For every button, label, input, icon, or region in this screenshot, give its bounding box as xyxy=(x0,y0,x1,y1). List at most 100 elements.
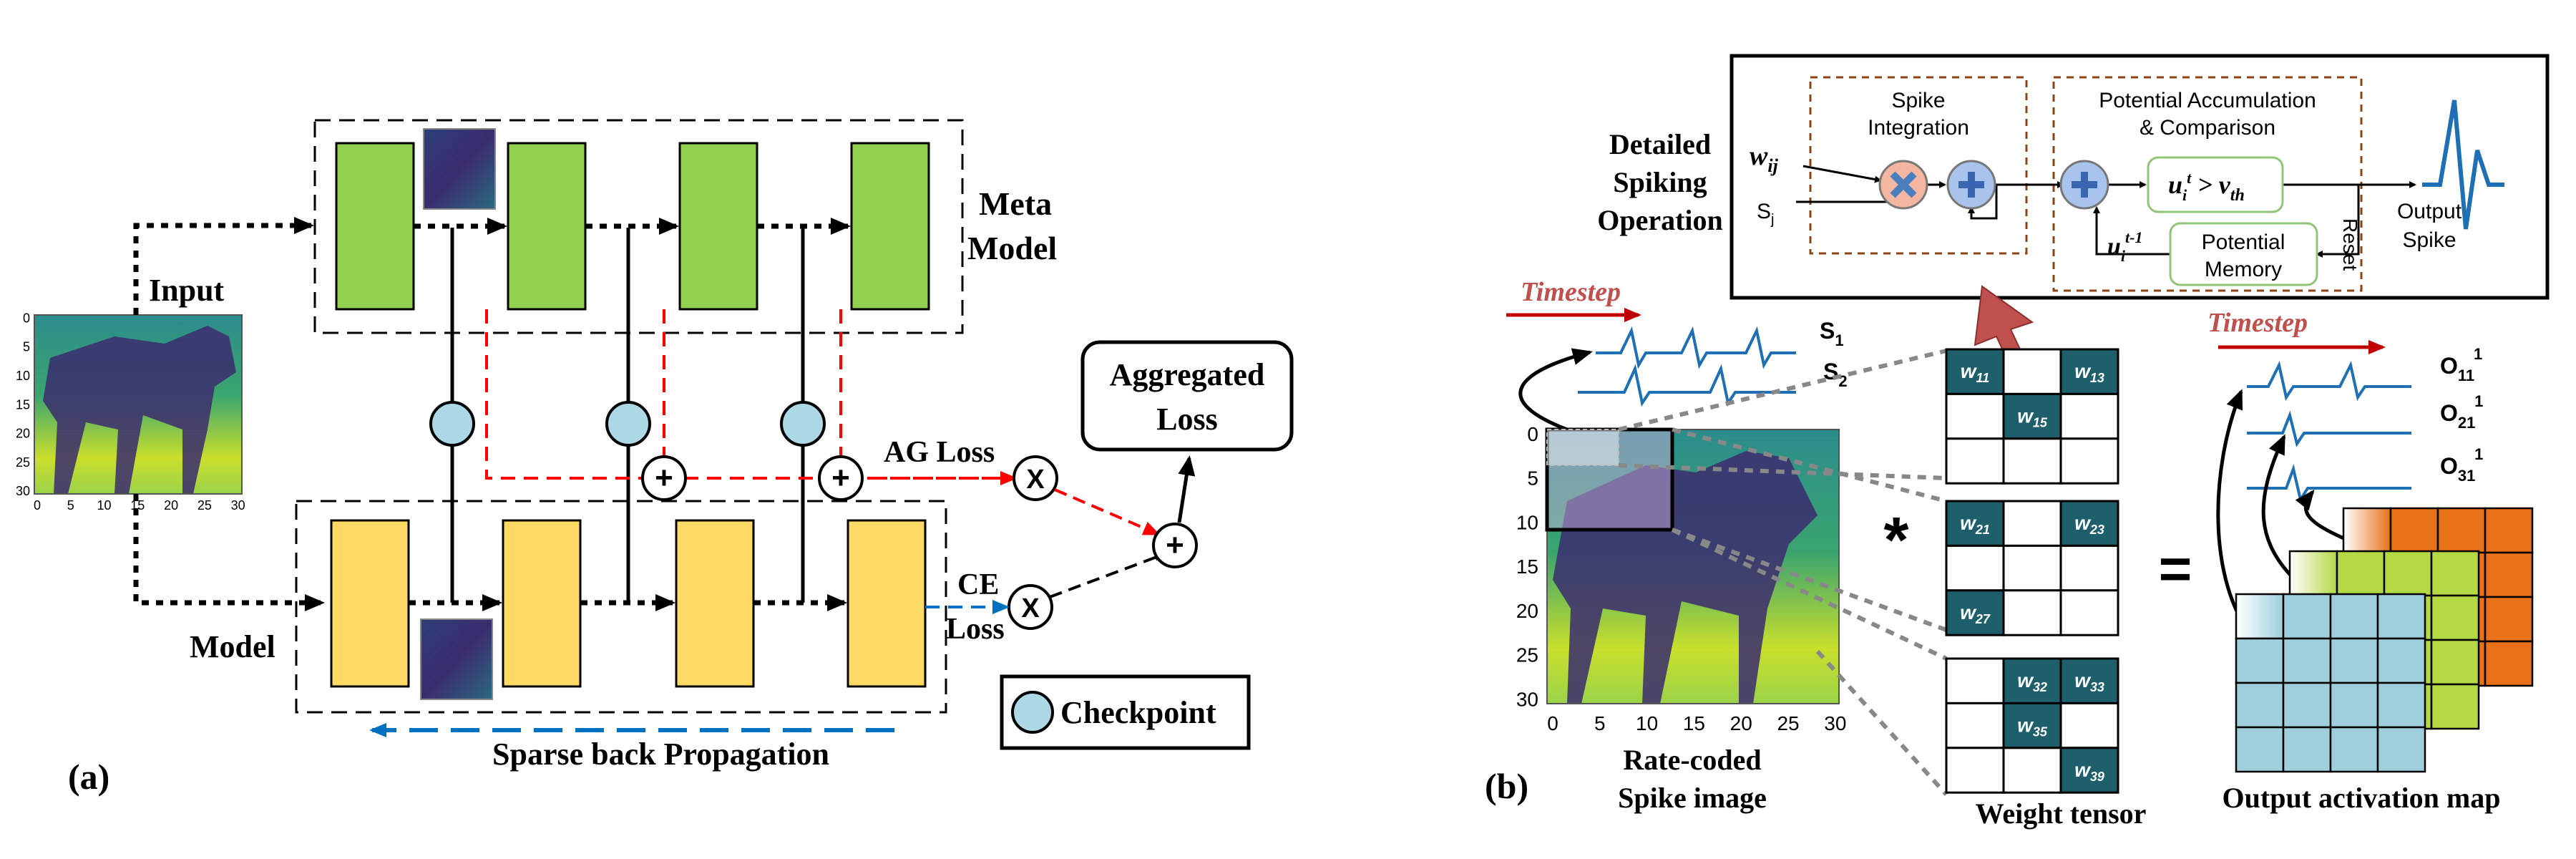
activation-cell xyxy=(2329,593,2379,640)
x-tick-label: 5 xyxy=(1594,712,1606,734)
activation-cell xyxy=(2436,507,2487,554)
checkpoint-1 xyxy=(429,401,475,447)
sparse-bp-label: Sparse back Propagation xyxy=(492,737,829,772)
kernel-cell xyxy=(2002,437,2062,485)
x-tick-label: 20 xyxy=(164,498,178,513)
model-block-4 xyxy=(847,519,927,688)
activation-cell xyxy=(2389,507,2439,554)
activation-cell xyxy=(2484,596,2534,643)
ce-to-sum-arrow xyxy=(1049,554,1162,598)
activation-cell xyxy=(2235,681,2285,729)
kernel-weight-label: w13 xyxy=(2074,360,2104,385)
patch-to-spike-arrow xyxy=(1518,348,1593,432)
y-tick-label: 25 xyxy=(16,455,30,470)
kernel-cell xyxy=(2059,437,2119,485)
activation-cell xyxy=(2342,507,2392,554)
x-tick-label: 15 xyxy=(1683,712,1705,734)
detailed-label-line1: Detailed xyxy=(1609,128,1711,160)
output-train-o31 xyxy=(2247,464,2411,504)
meta-model-label-line1: Meta xyxy=(979,185,1052,222)
model-block-3 xyxy=(675,519,755,688)
checkpoint-3 xyxy=(780,401,826,447)
sum-to-aggregated-arrow xyxy=(1177,455,1196,523)
checkpoint-legend-label: Checkpoint xyxy=(1060,695,1216,730)
kernel-weight-label: w23 xyxy=(2074,512,2104,537)
comparison-expression: uit > vth xyxy=(2168,169,2245,205)
activation-cell xyxy=(2430,639,2480,686)
ag-loss-label: AG Loss xyxy=(884,436,995,469)
kernel-weight-label: w11 xyxy=(1961,360,1989,385)
spike-integration-line2: Integration xyxy=(1868,116,1969,140)
y-tick-label: 30 xyxy=(1516,688,1538,710)
kernel-cell xyxy=(2002,657,2062,704)
ag-multiply-node xyxy=(1013,455,1058,501)
y-tick-label: 10 xyxy=(16,369,30,383)
x-tick-label: 25 xyxy=(197,498,212,513)
activation-cell xyxy=(2282,593,2332,640)
meta-block-2 xyxy=(507,142,587,311)
ce-multiply-symbol: X xyxy=(1021,593,1040,623)
output-spike-line1: Output xyxy=(2397,200,2462,223)
kernel-weight-label: w32 xyxy=(2017,669,2047,694)
kernel-cell xyxy=(2059,747,2119,794)
y-tick-label: 20 xyxy=(1516,600,1538,622)
meta-block-3 xyxy=(678,142,758,311)
meta-model-label-line2: Model xyxy=(967,230,1057,266)
receptive-field-subpatch xyxy=(1546,429,1619,466)
activation-cell xyxy=(2430,594,2480,641)
activation-cell xyxy=(2484,507,2534,554)
model-block-2 xyxy=(502,519,582,688)
timestep-left-label: Timestep xyxy=(1521,277,1621,307)
kernel-cell xyxy=(1945,437,2005,485)
panel-a-label: (a) xyxy=(68,757,109,797)
activation-cell xyxy=(2376,681,2426,729)
input-label: Input xyxy=(149,273,225,308)
kernel-cell xyxy=(2002,544,2062,592)
kernel-weight-label: w27 xyxy=(1960,601,1991,626)
s-j-label: Sj xyxy=(1757,200,1774,228)
meta-feature-thumbnail xyxy=(423,128,496,210)
aggregated-loss-box xyxy=(1080,340,1294,452)
ce-loss-label-line1: CE xyxy=(957,568,999,601)
potential-memory-line1: Potential xyxy=(2202,230,2285,254)
model-block-1 xyxy=(330,519,410,688)
kernel-cell xyxy=(2002,702,2062,749)
x-tick-label: 10 xyxy=(97,498,112,513)
x-tick-label: 30 xyxy=(1824,712,1846,734)
output-train-o11 xyxy=(2247,361,2411,402)
equals-sign: = xyxy=(2159,537,2192,601)
output-train-o21 xyxy=(2247,410,2411,447)
rate-coded-line2: Spike image xyxy=(1618,782,1767,814)
o11-label: O111 xyxy=(2440,345,2482,384)
o31-label: O311 xyxy=(2440,445,2483,485)
kernel-weight-label: w39 xyxy=(2074,759,2104,784)
previous-potential-label: uit-1 xyxy=(2107,228,2143,265)
kernel-cell xyxy=(1945,392,2005,440)
activation-cell xyxy=(2235,726,2285,773)
rate-image-y-ticks: 0 5 10 15 20 25 30 xyxy=(1516,423,1538,711)
kernel-cell xyxy=(2002,500,2062,547)
activation-cell xyxy=(2383,550,2433,597)
y-tick-label: 5 xyxy=(1527,467,1538,490)
detailed-label-line3: Operation xyxy=(1597,204,1723,236)
model-feature-thumbnail xyxy=(420,618,493,700)
y-tick-label: 0 xyxy=(1527,423,1538,445)
kernel-weight-label: w21 xyxy=(1960,512,1990,537)
activation-cell xyxy=(2329,726,2379,773)
kernel-weight-label: w35 xyxy=(2017,714,2048,739)
aggregated-loss-line2: Loss xyxy=(1156,402,1218,437)
y-tick-label: 10 xyxy=(1516,511,1538,533)
meta-model-box xyxy=(313,119,964,334)
kernel-cell xyxy=(1945,657,2005,704)
kernel-cell xyxy=(2002,747,2062,794)
y-tick-label: 20 xyxy=(16,427,30,441)
y-tick-label: 30 xyxy=(16,484,30,498)
kernel-cell xyxy=(1945,747,2005,794)
spike-integration-box xyxy=(1809,76,2028,255)
kernel-weight-label: w15 xyxy=(2017,404,2048,430)
integration-add-icon xyxy=(1958,172,1984,198)
spike-integration-line1: Spike xyxy=(1891,89,1945,112)
activation-cell xyxy=(2376,593,2426,640)
model-label: Model xyxy=(190,629,275,664)
